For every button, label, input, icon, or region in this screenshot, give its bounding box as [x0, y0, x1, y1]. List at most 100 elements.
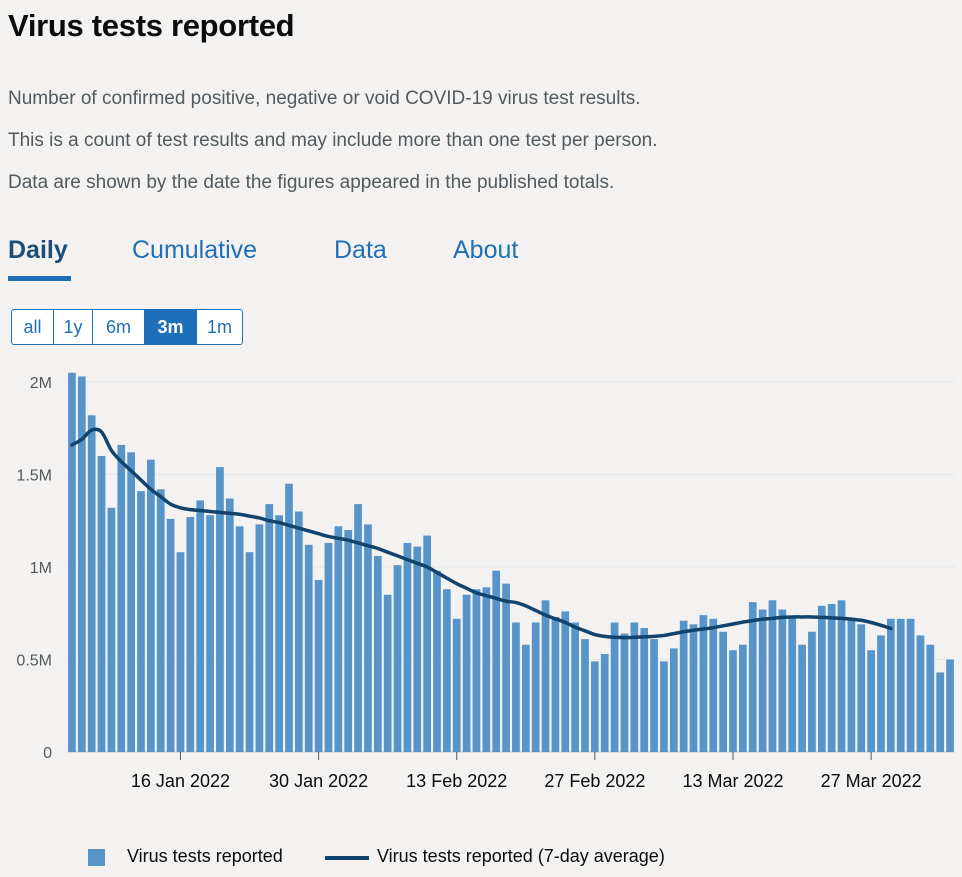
bar — [837, 600, 846, 752]
active-tab-indicator — [8, 276, 71, 281]
bar — [788, 616, 797, 752]
legend-line-label: Virus tests reported (7-day average) — [377, 846, 665, 866]
bar — [610, 622, 619, 752]
bar — [324, 542, 333, 752]
bar — [304, 544, 313, 752]
bar — [166, 518, 175, 752]
range-1y-button[interactable]: 1y — [54, 310, 93, 344]
range-1m-button[interactable]: 1m — [206, 317, 232, 337]
bar — [600, 653, 609, 752]
bar — [196, 500, 205, 752]
bar — [383, 594, 392, 752]
bar — [127, 452, 135, 752]
bar — [334, 526, 343, 752]
y-tick-label: 1.5M — [16, 468, 52, 485]
bar — [77, 376, 86, 752]
page-title: Virus tests reported — [8, 8, 295, 43]
bar — [581, 639, 589, 752]
description-line-3: Data are shown by the date the figures a… — [8, 172, 615, 193]
bar — [216, 467, 224, 752]
bar — [541, 600, 550, 752]
bar — [591, 661, 599, 752]
bar — [403, 542, 412, 752]
bar — [768, 600, 777, 752]
bar — [502, 583, 510, 752]
bar — [946, 659, 954, 752]
bar — [206, 515, 214, 752]
bar — [857, 624, 866, 752]
x-tick-label: 27 Mar 2022 — [821, 771, 922, 791]
bar — [936, 672, 945, 752]
bar — [709, 618, 718, 752]
bar — [847, 618, 856, 752]
range-3m-button[interactable]: 3m — [145, 310, 197, 344]
bar — [255, 524, 264, 752]
bar — [107, 507, 116, 752]
bar — [778, 609, 787, 752]
bar — [748, 602, 757, 752]
bar — [808, 631, 816, 752]
x-tick-label: 16 Jan 2022 — [131, 771, 230, 791]
legend-bar-swatch — [88, 849, 105, 866]
bar — [679, 620, 688, 752]
bar — [630, 622, 639, 752]
tab-data[interactable]: Data — [334, 236, 387, 264]
bar — [531, 622, 540, 752]
bar — [97, 456, 106, 752]
bar — [364, 524, 372, 752]
bar — [295, 511, 303, 752]
bar — [877, 635, 885, 752]
seven-day-average-line — [70, 427, 893, 640]
tab-about[interactable]: About — [453, 236, 519, 264]
bar — [235, 526, 244, 752]
bar — [620, 633, 629, 752]
x-tick-label: 13 Feb 2022 — [406, 771, 507, 791]
bar — [521, 644, 530, 752]
x-axis-ticks: 16 Jan 2022 30 Jan 2022 13 Feb 2022 27 Feb … — [131, 752, 922, 791]
range-6m-button[interactable]: 6m — [93, 310, 145, 344]
tab-cumulative[interactable]: Cumulative — [132, 236, 258, 264]
bar — [669, 648, 678, 752]
bar — [561, 611, 570, 752]
bar — [68, 372, 76, 752]
bar — [571, 622, 579, 752]
bar — [147, 459, 155, 752]
tab-daily[interactable]: Daily — [8, 236, 68, 264]
gridlines — [67, 381, 955, 753]
time-range-selector: all 1y 6m 3m 1m — [11, 309, 243, 345]
bar — [285, 483, 293, 752]
bar — [393, 565, 402, 752]
bar — [689, 624, 698, 752]
bar — [137, 491, 145, 752]
description-line-1: Number of confirmed positive, negative o… — [8, 88, 641, 109]
bar — [87, 415, 96, 752]
y-axis-ticks: 0 0.5M 1M 1.5M 2M — [16, 375, 52, 762]
bar — [916, 635, 925, 752]
bar — [117, 444, 126, 752]
bar — [719, 631, 727, 752]
legend-bar-label: Virus tests reported — [127, 846, 283, 866]
bar — [472, 589, 481, 752]
bar — [729, 650, 737, 752]
virus-tests-chart: 0 0.5M 1M 1.5M 2M 16 Jan 2022 30 Jan 2022 13 F… — [16, 372, 955, 791]
bar — [699, 615, 708, 752]
bar — [433, 570, 441, 752]
bar — [926, 644, 935, 752]
bar — [462, 594, 471, 752]
x-tick-label: 13 Mar 2022 — [682, 771, 783, 791]
bar — [413, 546, 422, 752]
range-all-button[interactable]: all — [12, 310, 54, 344]
bar — [827, 604, 836, 752]
bar — [443, 589, 451, 752]
bar — [423, 535, 431, 752]
bar — [739, 644, 747, 752]
bar — [176, 552, 185, 752]
y-tick-label: 2M — [30, 375, 52, 392]
bar — [650, 639, 658, 752]
bar — [225, 498, 234, 752]
y-tick-label: 0.5M — [16, 653, 52, 670]
bar — [906, 618, 915, 752]
bar — [275, 515, 283, 752]
bar — [896, 618, 905, 752]
bar — [512, 622, 520, 752]
